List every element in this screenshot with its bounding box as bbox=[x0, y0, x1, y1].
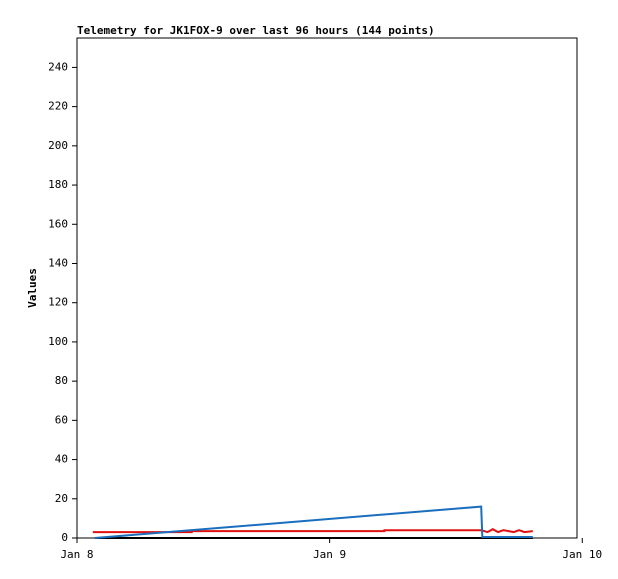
y-tick-label: 60 bbox=[55, 413, 68, 426]
plot-frame bbox=[76, 37, 578, 539]
x-tick-label: Jan 8 bbox=[60, 548, 93, 561]
y-tick-label: 220 bbox=[48, 100, 68, 113]
y-axis-label: Values bbox=[26, 268, 39, 308]
x-tick-label: Jan 9 bbox=[313, 548, 346, 561]
y-tick-label: 120 bbox=[48, 296, 68, 309]
y-tick-label: 20 bbox=[55, 492, 68, 505]
y-tick-label: 80 bbox=[55, 374, 68, 387]
series-line bbox=[94, 505, 533, 539]
y-tick-label: 160 bbox=[48, 217, 68, 230]
chart-title: Telemetry for JK1FOX-9 over last 96 hour… bbox=[77, 24, 435, 37]
y-tick-label: 40 bbox=[55, 453, 68, 466]
y-tick-label: 180 bbox=[48, 178, 68, 191]
y-tick-label: 140 bbox=[48, 256, 68, 269]
x-tick-label: Jan 10 bbox=[562, 548, 602, 561]
y-tick-label: 0 bbox=[61, 531, 68, 544]
series-line bbox=[92, 528, 533, 534]
y-tick-label: 200 bbox=[48, 139, 68, 152]
y-tick-label: 100 bbox=[48, 335, 68, 348]
y-tick-label: 240 bbox=[48, 60, 68, 73]
